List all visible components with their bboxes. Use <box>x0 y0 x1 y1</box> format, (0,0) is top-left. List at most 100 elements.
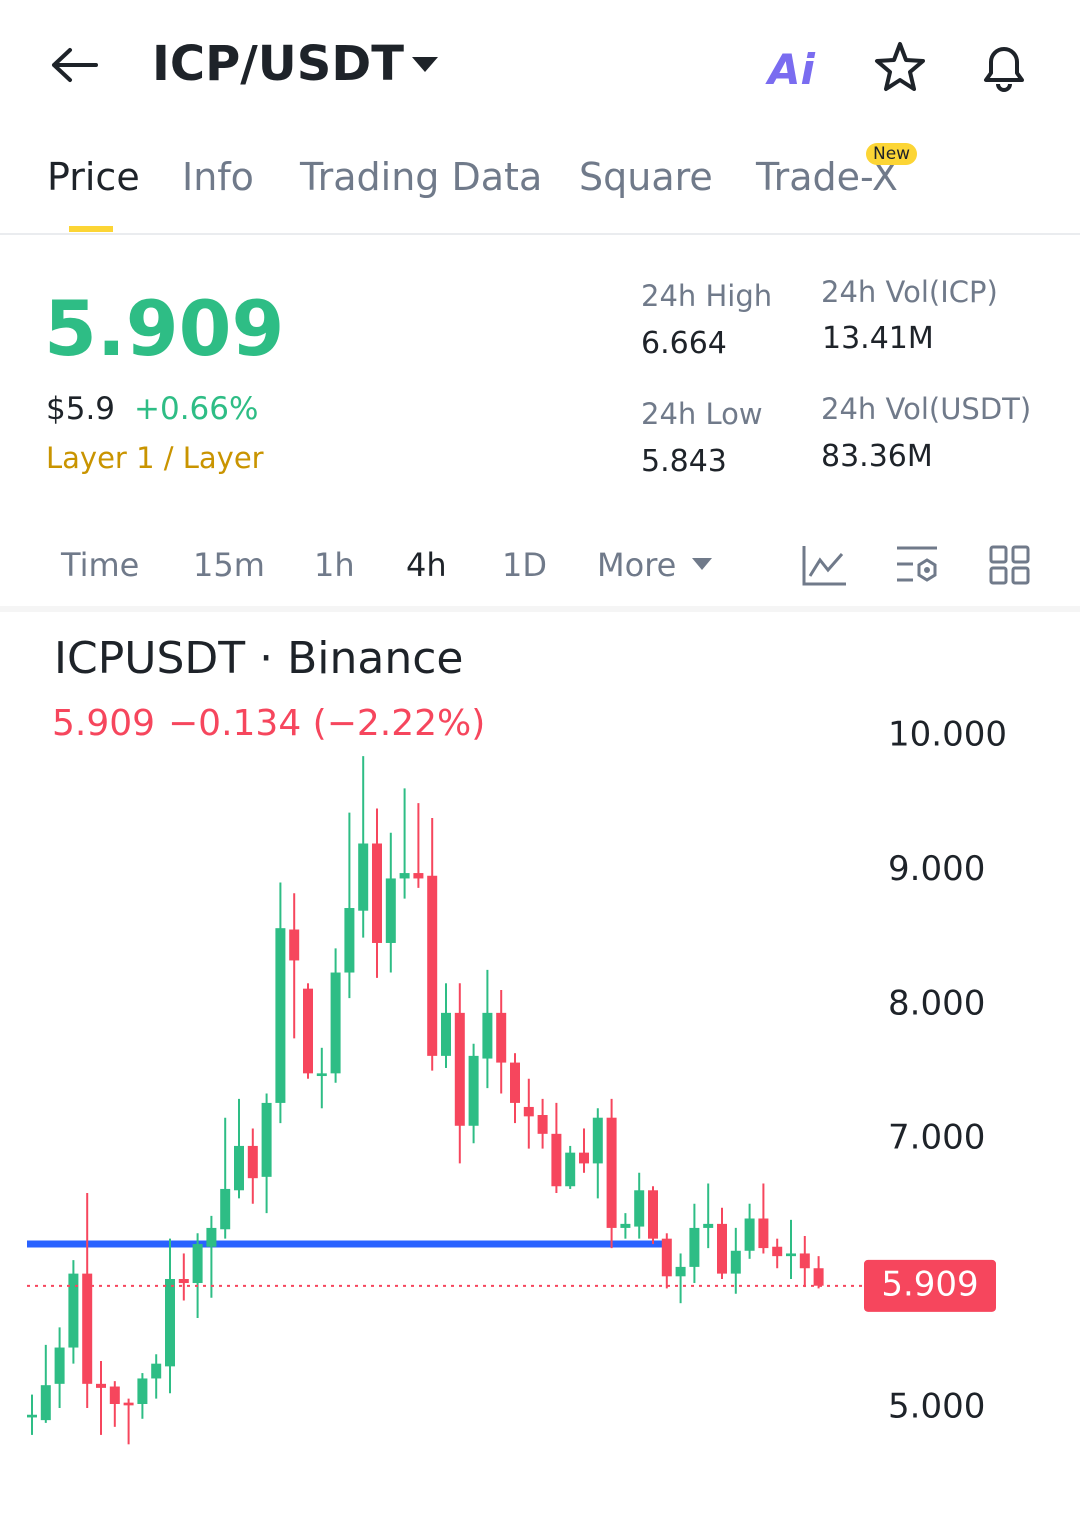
candle-body <box>234 1145 244 1191</box>
candle-body <box>399 873 410 879</box>
candle-body <box>344 908 355 973</box>
settings-icon[interactable] <box>893 544 941 586</box>
candle-body <box>592 1117 603 1164</box>
interval[interactable]: 4h <box>406 546 447 584</box>
last-price-label: 5.909 <box>881 1264 978 1304</box>
candle-body <box>730 1250 741 1274</box>
candle-body <box>289 929 300 961</box>
price-change: +0.66% <box>134 391 259 427</box>
divider <box>0 606 1080 612</box>
candle-body <box>510 1062 520 1103</box>
candle-body <box>413 873 424 879</box>
stat-label: 24h Vol(ICP) <box>821 275 998 309</box>
candle-body <box>96 1383 106 1388</box>
candlestick-chart: 10.000 9.000 8.000 7.000 5.000 5.909 <box>27 714 1007 1445</box>
candle-body <box>82 1273 93 1384</box>
candle-body <box>744 1218 755 1251</box>
dropdown-icon[interactable] <box>410 55 440 75</box>
candle-body <box>703 1223 714 1228</box>
candle-body <box>468 1055 479 1126</box>
candle-body <box>178 1278 189 1284</box>
candle-body <box>772 1246 783 1257</box>
candle-body <box>123 1402 134 1406</box>
candle-body <box>551 1133 562 1187</box>
candle-body <box>606 1117 617 1228</box>
candle-body <box>579 1152 589 1164</box>
candle-body <box>27 1414 37 1418</box>
tab[interactable]: Price <box>47 155 140 199</box>
more-caret[interactable] <box>690 556 714 572</box>
candle-body <box>275 928 286 1103</box>
candle-body <box>358 843 369 911</box>
candle-body <box>151 1363 162 1379</box>
usd-price: $5.9 <box>46 391 116 427</box>
candle-body <box>454 1012 465 1126</box>
y-tick-label: 8.000 <box>888 983 985 1023</box>
interval[interactable]: 15m <box>193 546 265 584</box>
layout-icon[interactable] <box>988 544 1032 586</box>
candle-body <box>523 1106 534 1117</box>
candle-body <box>786 1253 796 1257</box>
divider <box>0 233 1080 235</box>
stat-value: 83.36M <box>821 439 933 474</box>
candle-body <box>40 1385 51 1421</box>
y-tick-label: 5.000 <box>888 1387 985 1427</box>
y-tick-label: 9.000 <box>888 849 985 889</box>
candle-body <box>261 1102 272 1177</box>
notification-icon[interactable] <box>976 38 1032 94</box>
candle-body <box>192 1244 203 1284</box>
last-price: 5.909 <box>44 284 285 373</box>
candle-body <box>482 1012 493 1059</box>
tab[interactable]: Info <box>182 155 254 199</box>
candle-body <box>330 972 341 1074</box>
category-tag[interactable]: Layer 1 / Layer <box>46 441 264 475</box>
last-price-badge <box>864 1259 996 1312</box>
candle-body <box>427 875 438 1056</box>
indicator-icon[interactable] <box>800 542 848 588</box>
pair-title[interactable]: ICP/USDT <box>152 36 404 92</box>
candle-body <box>799 1253 810 1269</box>
candle-body <box>496 1012 507 1063</box>
candle-body <box>385 878 396 943</box>
candle-body <box>620 1223 631 1228</box>
interval[interactable]: 1D <box>502 546 547 584</box>
candle-body <box>717 1223 727 1274</box>
candle-body <box>813 1268 824 1286</box>
candle-body <box>537 1115 548 1134</box>
candle-body <box>109 1386 120 1404</box>
interval[interactable]: More <box>597 546 677 584</box>
candle-body <box>565 1152 576 1187</box>
stat-value: 6.664 <box>641 326 727 361</box>
candle-body <box>372 843 382 943</box>
candle-body <box>634 1190 645 1227</box>
stat-label: 24h Vol(USDT) <box>821 392 1032 426</box>
y-tick-label: 7.000 <box>888 1118 985 1158</box>
interval[interactable]: Time <box>61 546 140 584</box>
chart-title: ICPUSDT · Binance <box>54 633 464 684</box>
tab-indicator <box>69 226 113 232</box>
candle-body <box>137 1378 148 1404</box>
favorite-icon[interactable] <box>872 40 928 94</box>
candle-body <box>661 1238 672 1277</box>
ai-button[interactable]: Ai <box>768 45 815 94</box>
interval[interactable]: 1h <box>314 546 355 584</box>
stat-label: 24h Low <box>641 397 763 431</box>
back-button[interactable] <box>50 45 100 85</box>
chart-change: −0.134 (−2.22%) <box>168 703 486 744</box>
tab[interactable]: Trading Data <box>300 155 543 199</box>
candle-body <box>316 1073 327 1077</box>
candle-body <box>303 988 313 1074</box>
stat-label: 24h High <box>641 279 773 313</box>
candle-body <box>675 1266 686 1277</box>
y-tick-label: 10.000 <box>888 714 1007 754</box>
candle-body <box>68 1273 79 1348</box>
candle-body <box>441 1012 451 1056</box>
stat-value: 5.843 <box>641 444 727 479</box>
chart-last: 5.909 <box>52 703 156 744</box>
candle-body <box>648 1190 658 1239</box>
candle-body <box>165 1278 175 1367</box>
tab[interactable]: Square <box>579 155 713 199</box>
new-badge: New <box>866 143 918 165</box>
candle-body <box>54 1347 65 1384</box>
